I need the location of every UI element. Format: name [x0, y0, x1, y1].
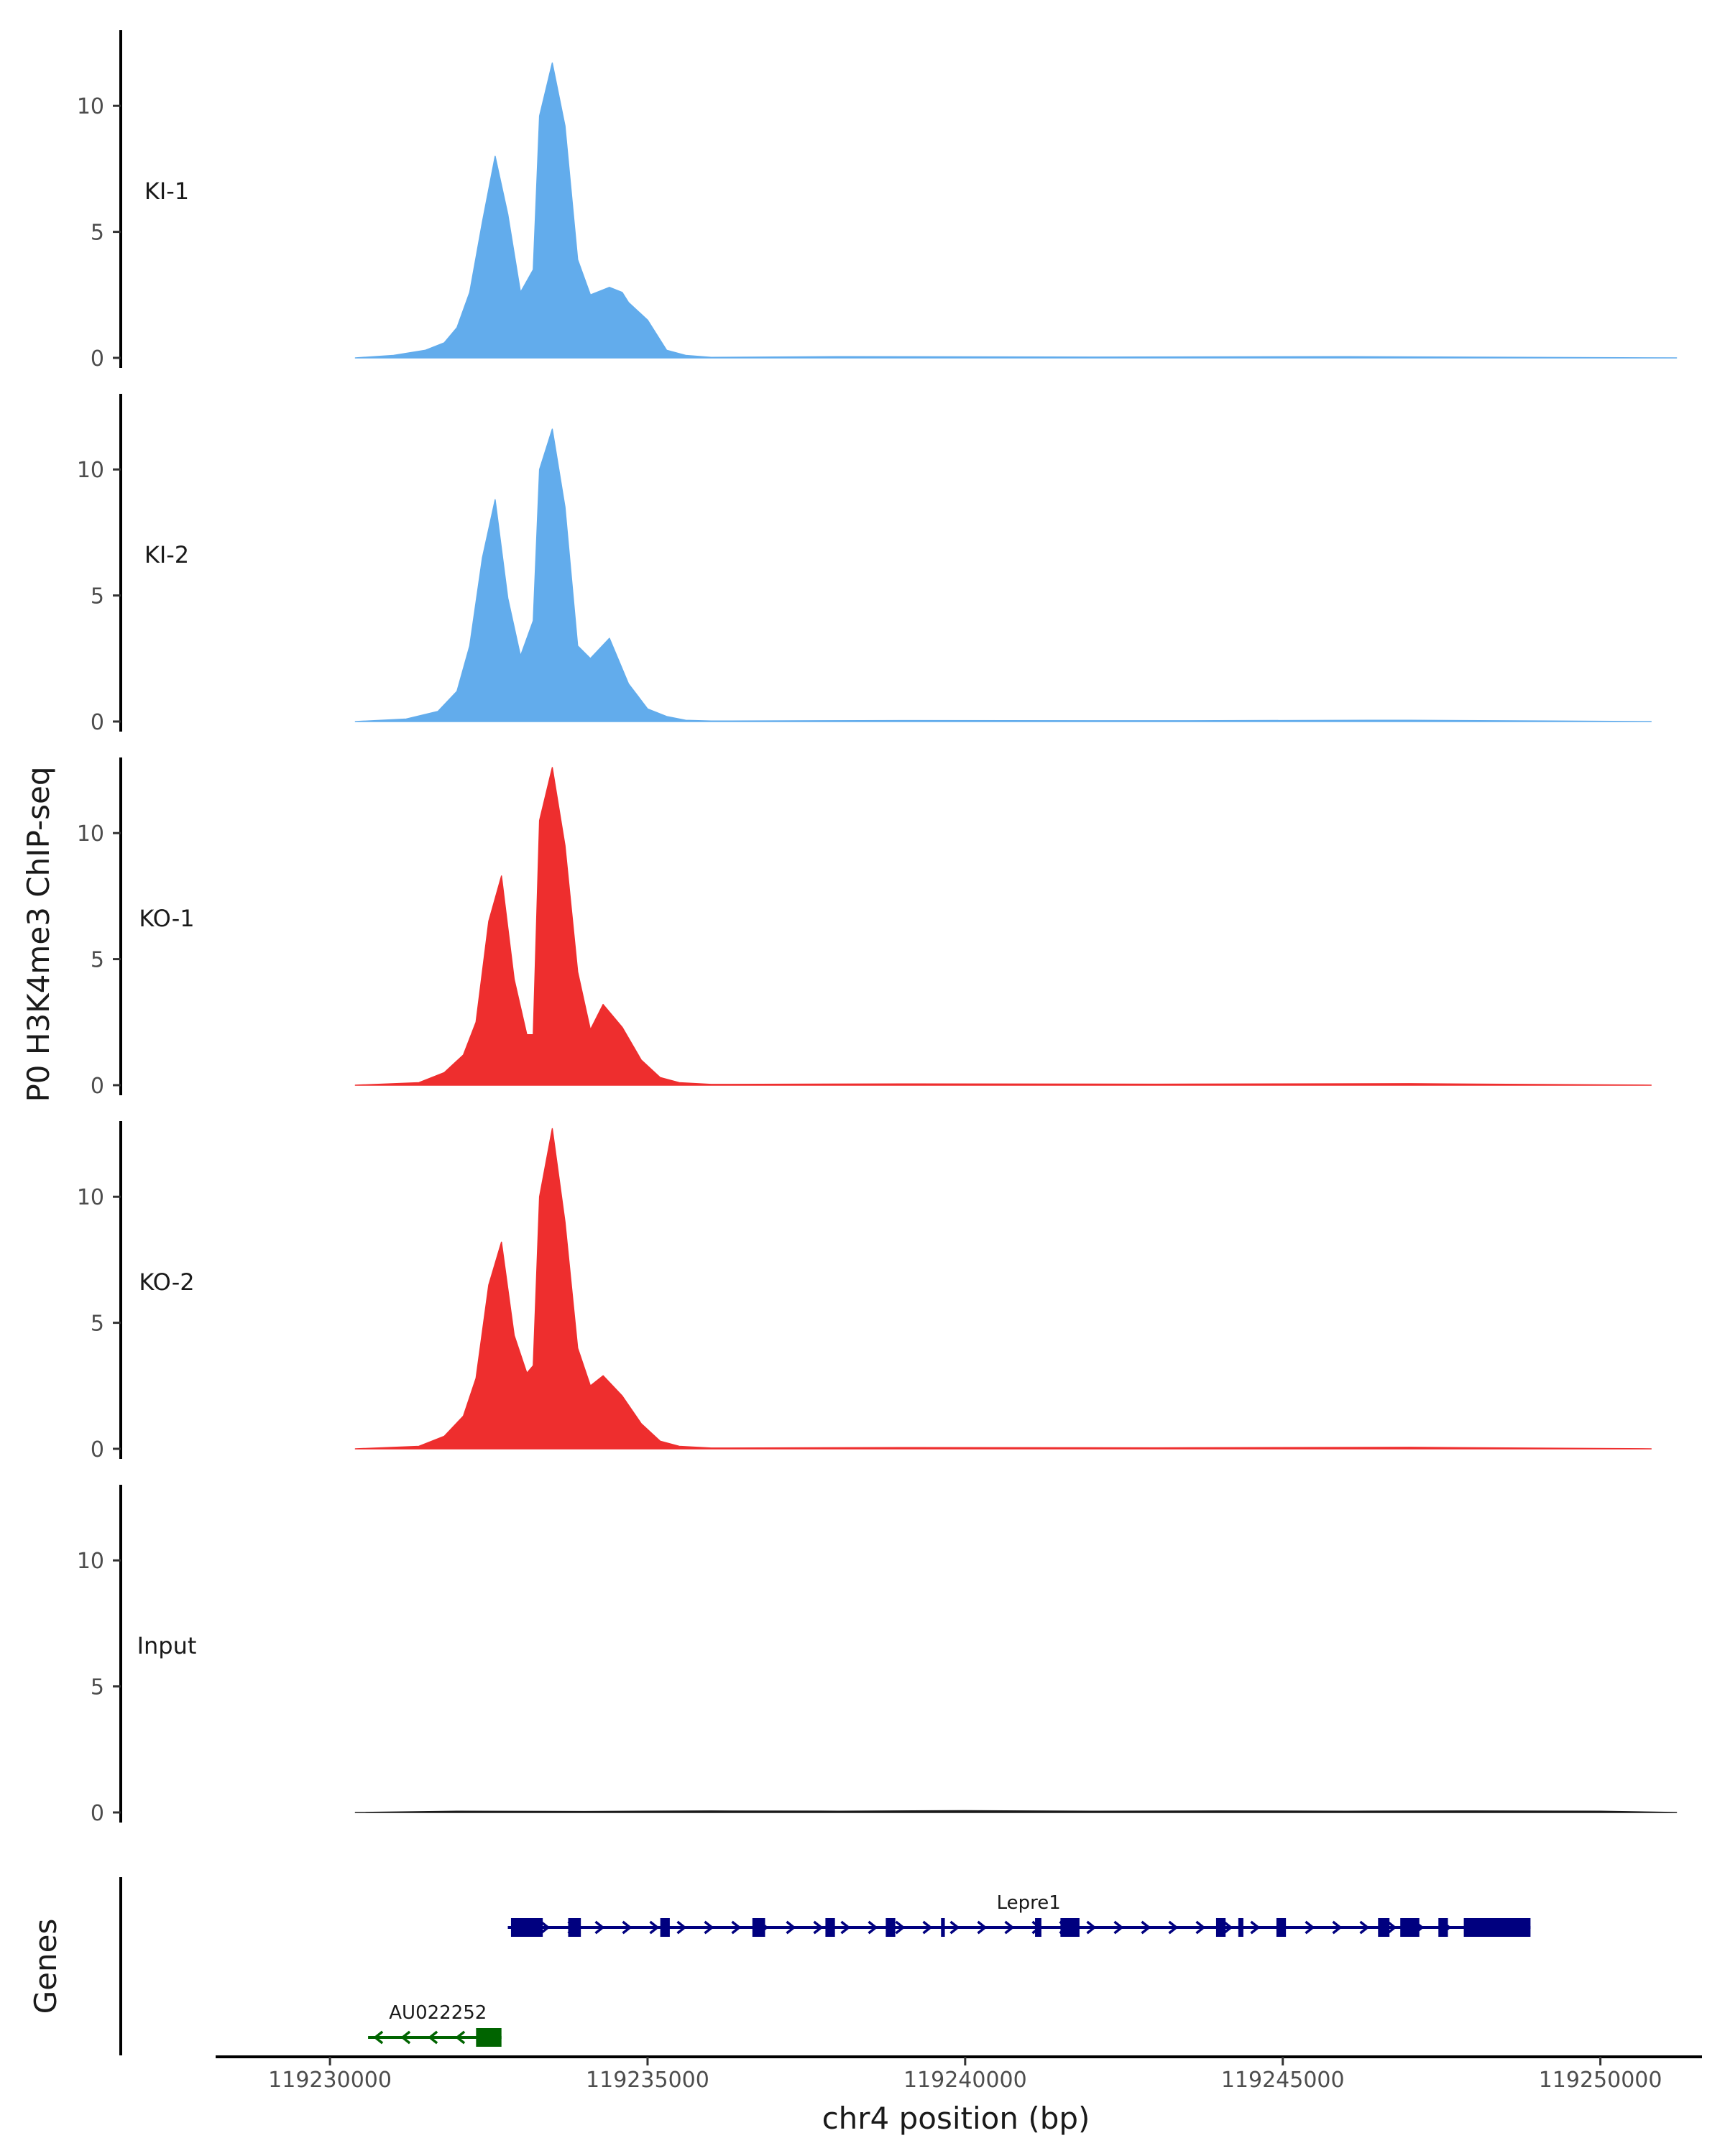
- signal-tracks: 0 5 10 KI-1 0 5 10 KI-2 0 5 10 KO-1 0 5 10 KO-2 0 5 10 Inpu…: [77, 30, 1678, 1826]
- strand-arrow: [428, 2030, 438, 2045]
- genes-label: Genes: [28, 1919, 63, 2014]
- gene-exon: [1463, 1918, 1531, 1937]
- gene-exon: [568, 1918, 581, 1937]
- gene-exon: [886, 1918, 896, 1937]
- y-tick-label: 10: [77, 94, 104, 119]
- gene-exon: [1276, 1918, 1287, 1937]
- gene-exon: [941, 1918, 945, 1937]
- y-tick-label: 0: [91, 1074, 104, 1099]
- y-tick-label: 5: [91, 584, 104, 609]
- signal-area: [354, 767, 1652, 1086]
- track-label: KO-2: [139, 1268, 194, 1296]
- track-ki-2: 0 5 10 KI-2: [77, 394, 1652, 735]
- track-ko-2: 0 5 10 KO-2: [77, 1121, 1652, 1462]
- y-tick-label: 5: [91, 1312, 104, 1337]
- track-label: Input: [137, 1632, 197, 1659]
- strand-arrow: [840, 1920, 851, 1935]
- strand-arrow: [400, 2030, 411, 2045]
- x-tick-label: 119245000: [1221, 2068, 1345, 2093]
- strand-arrow: [949, 1920, 960, 1935]
- y-tick-label: 0: [91, 710, 104, 735]
- x-axis-title: chr4 position (bp): [822, 2101, 1090, 2136]
- strand-arrow: [731, 1920, 742, 1935]
- gene-exon: [1438, 1918, 1448, 1937]
- strand-arrow: [649, 1920, 660, 1935]
- gene-exon: [752, 1918, 765, 1937]
- strand-arrow: [1359, 1920, 1370, 1935]
- track-ki-1: 0 5 10 KI-1: [77, 30, 1678, 372]
- gene-exon: [1060, 1918, 1080, 1937]
- strand-arrow: [813, 1920, 824, 1935]
- strand-arrow: [977, 1920, 988, 1935]
- y-tick-label: 5: [91, 1675, 104, 1700]
- strand-arrow: [868, 1920, 878, 1935]
- gene-name-label: AU022252: [389, 2002, 487, 2024]
- gene-exon: [1035, 1918, 1041, 1937]
- signal-area: [354, 62, 1678, 359]
- strand-arrow: [540, 1920, 551, 1935]
- y-tick-label: 5: [91, 221, 104, 246]
- x-tick-label: 119235000: [586, 2068, 709, 2093]
- strand-arrow: [1305, 1920, 1315, 1935]
- gene-exon: [476, 2028, 502, 2047]
- strand-arrow: [704, 1920, 714, 1935]
- gene-lepre1: Lepre1: [507, 1892, 1531, 1937]
- strand-arrow: [455, 2030, 466, 2045]
- gene-annotation-panel: Genes AU022252 Lepre1: [28, 1877, 1531, 2055]
- y-tick-label: 0: [91, 1437, 104, 1462]
- y-tick-label: 5: [91, 948, 104, 973]
- strand-arrow: [895, 1920, 906, 1935]
- signal-area: [354, 428, 1652, 722]
- signal-area: [354, 1810, 1678, 1813]
- strand-arrow: [1086, 1920, 1097, 1935]
- strand-arrow: [1113, 1920, 1124, 1935]
- gene-exon: [1215, 1918, 1226, 1937]
- track-ko-1: 0 5 10 KO-1: [77, 757, 1652, 1099]
- gene-name-label: Lepre1: [997, 1892, 1061, 1914]
- strand-arrow: [594, 1920, 605, 1935]
- strand-arrow: [1141, 1920, 1151, 1935]
- strand-arrow: [786, 1920, 796, 1935]
- strand-arrow: [922, 1920, 933, 1935]
- track-label: KO-1: [139, 905, 194, 932]
- gene-au022252: AU022252: [368, 2002, 502, 2047]
- y-tick-label: 10: [77, 1185, 104, 1210]
- strand-arrow: [1386, 1920, 1397, 1935]
- track-label: KI-2: [144, 541, 189, 568]
- y-tick-label: 10: [77, 1549, 104, 1574]
- y-tick-label: 0: [91, 346, 104, 372]
- gene-exon: [1400, 1918, 1420, 1937]
- track-input: 0 5 10 Input: [77, 1485, 1678, 1826]
- signal-area: [354, 1128, 1652, 1450]
- track-label: KI-1: [144, 178, 189, 205]
- gene-exon: [660, 1918, 670, 1937]
- strand-arrow: [1195, 1920, 1206, 1935]
- gene-exon: [510, 1918, 543, 1937]
- strand-arrow: [373, 2030, 384, 2045]
- strand-arrow: [622, 1920, 632, 1935]
- gene-exon: [1378, 1918, 1390, 1937]
- y-axis-title: P0 H3K4me3 ChIP-seq: [21, 766, 56, 1102]
- gene-exon: [825, 1918, 835, 1937]
- strand-arrow: [1332, 1920, 1343, 1935]
- strand-arrow: [676, 1920, 687, 1935]
- strand-arrow: [1223, 1920, 1233, 1935]
- x-tick-label: 119230000: [268, 2068, 392, 2093]
- gene-exon: [1238, 1918, 1243, 1937]
- y-tick-label: 0: [91, 1801, 104, 1826]
- strand-arrow: [1004, 1920, 1015, 1935]
- strand-arrow: [1168, 1920, 1179, 1935]
- strand-arrow: [1250, 1920, 1261, 1935]
- x-axis: 119230000 119235000 119240000 119245000 1192…: [216, 2055, 1702, 2093]
- y-tick-label: 10: [77, 458, 104, 483]
- x-tick-label: 119240000: [903, 2068, 1027, 2093]
- y-tick-label: 10: [77, 821, 104, 847]
- x-tick-label: 119250000: [1539, 2068, 1662, 2093]
